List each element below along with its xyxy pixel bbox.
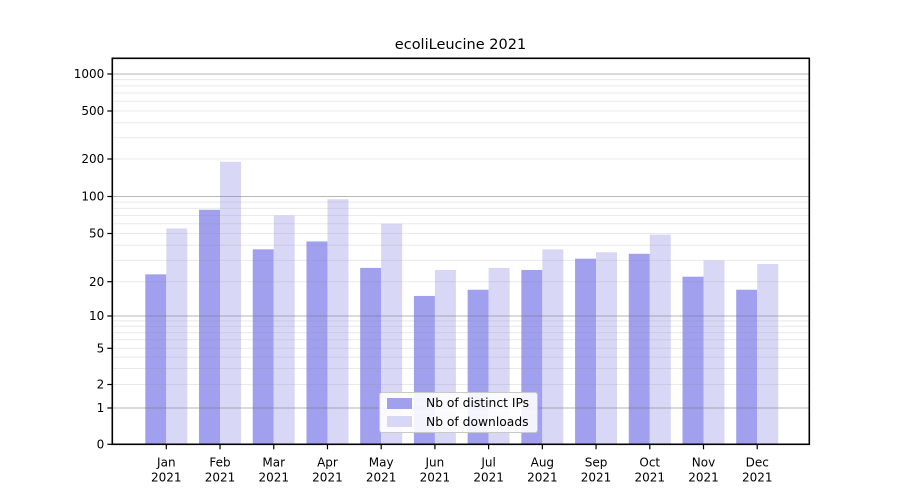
bar-sep-distinct-ips <box>575 258 597 445</box>
x-tick-label-year: 2021 <box>312 471 343 485</box>
bar-sep-downloads <box>596 252 618 445</box>
x-tick-label-month: Jan <box>156 456 176 470</box>
x-tick-label-year: 2021 <box>151 471 182 485</box>
x-tick-label-year: 2021 <box>420 471 451 485</box>
bar-apr-distinct-ips <box>306 241 328 445</box>
x-tick-label-month: Jun <box>425 456 445 470</box>
x-tick-label-month: Apr <box>317 456 338 470</box>
x-tick-label-year: 2021 <box>473 471 504 485</box>
x-tick-label-year: 2021 <box>688 471 719 485</box>
x-tick-label-month: Dec <box>746 456 769 470</box>
x-tick-label-year: 2021 <box>205 471 236 485</box>
x-tick-label-year: 2021 <box>742 471 773 485</box>
x-tick-label-month: Nov <box>692 456 715 470</box>
bar-nov-downloads <box>703 260 725 445</box>
bar-dec-downloads <box>757 264 779 445</box>
y-tick-label: 2 <box>97 378 105 392</box>
y-tick-label: 200 <box>81 152 104 166</box>
y-tick-label: 100 <box>81 190 104 204</box>
y-tick-label: 50 <box>89 227 104 241</box>
legend: Nb of distinct IPs Nb of downloads <box>379 392 538 433</box>
bar-aug-downloads <box>542 249 564 445</box>
legend-label-distinct-ips: Nb of distinct IPs <box>426 396 530 411</box>
bar-oct-downloads <box>649 234 671 445</box>
legend-item-downloads: Nb of downloads <box>380 413 537 430</box>
bar-mar-distinct-ips <box>252 249 274 445</box>
y-tick-label: 500 <box>81 104 104 118</box>
bar-jan-distinct-ips <box>145 274 167 445</box>
x-tick-label-year: 2021 <box>635 471 666 485</box>
bar-feb-downloads <box>220 161 242 445</box>
legend-label-downloads: Nb of downloads <box>426 414 529 429</box>
bar-jan-downloads <box>166 228 188 445</box>
y-tick-label: 20 <box>89 275 104 289</box>
chart-title: ecoliLeucine 2021 <box>394 37 527 53</box>
y-tick-label: 10 <box>89 309 104 323</box>
legend-swatch-downloads <box>387 416 412 428</box>
bar-apr-downloads <box>327 199 349 445</box>
x-tick-label-month: Aug <box>531 456 554 470</box>
x-tick-label-year: 2021 <box>527 471 558 485</box>
bar-mar-downloads <box>273 215 295 445</box>
bar-oct-distinct-ips <box>628 253 650 445</box>
bar-feb-distinct-ips <box>199 209 221 445</box>
x-tick-label-month: Feb <box>209 456 230 470</box>
bar-dec-distinct-ips <box>736 289 758 445</box>
x-tick-label-year: 2021 <box>258 471 289 485</box>
x-tick-label-month: Jul <box>480 456 495 470</box>
bar-nov-distinct-ips <box>682 276 704 445</box>
bar-may-downloads <box>381 223 403 445</box>
x-tick-label-month: Oct <box>639 456 660 470</box>
bar-may-distinct-ips <box>360 267 382 445</box>
y-tick-label: 1000 <box>74 67 105 81</box>
x-tick-label-month: Mar <box>262 456 285 470</box>
y-tick-label: 0 <box>97 438 105 452</box>
x-tick-label-month: May <box>369 456 394 470</box>
x-tick-label-year: 2021 <box>581 471 612 485</box>
plot-border <box>111 57 811 446</box>
legend-item-distinct-ips: Nb of distinct IPs <box>380 395 537 412</box>
y-tick-label: 1 <box>97 401 105 415</box>
y-tick-label: 5 <box>97 342 105 356</box>
x-tick-label-month: Sep <box>585 456 608 470</box>
x-tick-label-year: 2021 <box>366 471 397 485</box>
legend-swatch-distinct-ips <box>387 397 412 409</box>
